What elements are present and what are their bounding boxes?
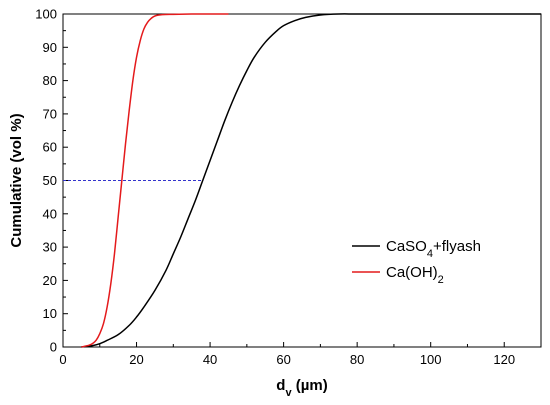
y-tick-label: 10	[43, 306, 57, 321]
y-tick-label: 60	[43, 140, 57, 155]
y-tick-label: 90	[43, 40, 57, 55]
y-tick-label: 30	[43, 240, 57, 255]
legend-label-caso4-post: +flyash	[433, 238, 481, 255]
legend-label-caso4-sub: 4	[427, 248, 433, 260]
x-tick-label: 120	[493, 352, 515, 367]
x-axis-title-unit: (µm)	[292, 377, 328, 394]
y-tick-label: 100	[35, 7, 57, 22]
series-line-caso4-flyash	[81, 13, 541, 348]
legend-label-caso4-pre: CaSO	[386, 238, 427, 255]
series-lines	[81, 13, 541, 348]
y-tick-label: 40	[43, 206, 57, 221]
y-tick-label: 70	[43, 106, 57, 121]
y-tick-label: 20	[43, 273, 57, 288]
y-tick-label: 0	[50, 340, 57, 355]
x-tick-label: 20	[129, 352, 143, 367]
x-axis: 0 20 40 60 80 100 120	[59, 342, 515, 367]
y-axis-title: Cumulative (vol %)	[8, 113, 25, 247]
legend-label-caoh2-pre: Ca(OH)	[386, 264, 438, 281]
y-tick-label: 50	[43, 173, 57, 188]
plot-area: 0 20 40 60 80 100 120 0 10 20 30 40 50 60 70 80 90 100	[35, 7, 542, 367]
x-tick-label: 80	[350, 352, 364, 367]
x-tick-label: 60	[276, 352, 290, 367]
legend: CaSO4+flyash Ca(OH)2	[352, 238, 481, 286]
legend-label-caoh2-sub: 2	[438, 274, 444, 286]
x-tick-label: 40	[203, 352, 217, 367]
x-tick-label: 100	[420, 352, 442, 367]
x-tick-label: 0	[59, 352, 66, 367]
series-line-caoh2	[81, 13, 229, 348]
x-axis-title-main: d	[276, 377, 285, 394]
legend-label-caoh2: Ca(OH)2	[386, 264, 444, 286]
x-axis-title-sub: v	[285, 387, 292, 399]
x-axis-title: dv (µm)	[276, 377, 327, 399]
y-axis: 0 10 20 30 40 50 60 70 80 90 100	[35, 7, 68, 355]
legend-label-caso4-flyash: CaSO4+flyash	[386, 238, 481, 260]
y-tick-label: 80	[43, 73, 57, 88]
